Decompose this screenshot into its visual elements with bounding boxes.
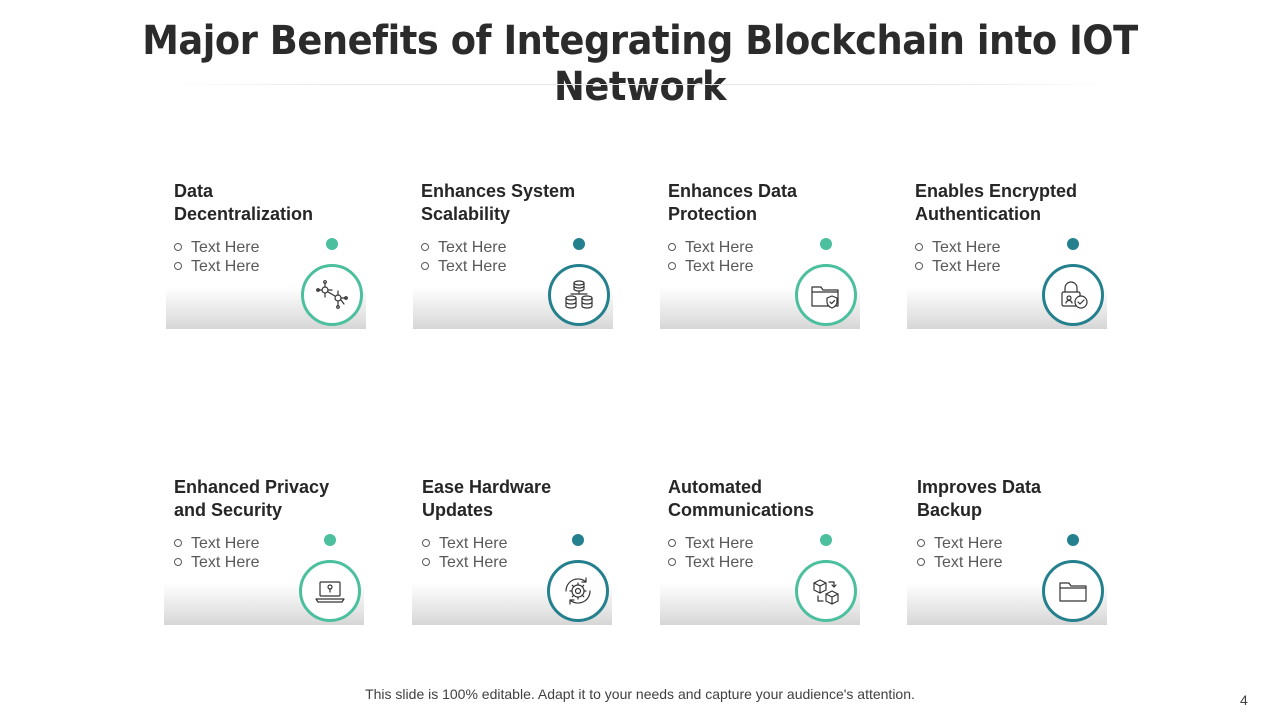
accent-dot [1067,238,1079,250]
card-heading: Enables Encrypted Authentication [915,181,1078,224]
icon-ring [299,560,361,622]
icon-ring [1042,264,1104,326]
card-bullets: Text Here Text Here [668,534,753,572]
card-heading: Enhances Data Protection [668,181,798,224]
bullet-item: Text Here [421,257,506,276]
network-nodes-icon [316,280,348,309]
accent-dot [1067,534,1079,546]
bullet-circle-icon [421,242,429,251]
accent-dot [820,238,832,250]
accent-dot [572,534,584,546]
bullet-item: Text Here [174,534,259,553]
folder-icon [1059,582,1087,602]
boxes-transfer-icon [813,579,839,605]
card-heading: Data Decentralization [174,181,314,224]
page-number: 4 [1240,692,1248,708]
bullet-circle-icon [915,242,923,251]
icon-ring [795,264,857,326]
bullet-circle-icon [668,242,676,251]
bullet-circle-icon [917,538,925,547]
bullet-circle-icon [668,538,676,547]
bullet-item: Text Here [668,257,753,276]
bullet-item: Text Here [174,257,259,276]
card-heading: Enhances System Scalability [421,181,576,224]
card-heading: Enhanced Privacy and Security [174,477,330,520]
icon-ring [547,560,609,622]
benefit-card-hardware-updates: Ease Hardware Updates Text Here Text Her… [412,476,612,636]
database-stack-icon [565,280,593,309]
bullet-item: Text Here [917,553,1002,572]
bullet-item: Text Here [668,553,753,572]
benefit-card-data-decentralization: Data Decentralization Text Here Text Her… [166,180,366,340]
gear-refresh-icon [565,577,591,605]
benefit-card-privacy-security: Enhanced Privacy and Security Text Here … [164,476,364,636]
bullet-circle-icon [174,538,182,547]
accent-dot [326,238,338,250]
bullet-circle-icon [174,557,182,566]
bullet-circle-icon [917,557,925,566]
card-bullets: Text Here Text Here [422,534,507,572]
icon-ring [548,264,610,326]
icon-ring [1042,560,1104,622]
icon-ring [795,560,857,622]
bullet-item: Text Here [915,257,1000,276]
bullet-circle-icon [915,261,923,270]
bullet-circle-icon [422,538,430,547]
bullet-item: Text Here [421,238,506,257]
bullet-circle-icon [422,557,430,566]
card-bullets: Text Here Text Here [174,534,259,572]
bullet-item: Text Here [174,553,259,572]
card-bullets: Text Here Text Here [174,238,259,276]
slide-title: Major Benefits of Integrating Blockchain… [142,18,1138,110]
card-heading: Improves Data Backup [917,477,1042,520]
title-divider [160,84,1120,85]
lock-check-icon [1061,281,1088,309]
bullet-circle-icon [668,557,676,566]
bullet-circle-icon [174,242,182,251]
bullet-item: Text Here [422,534,507,553]
accent-dot [324,534,336,546]
benefit-card-encrypted-authentication: Enables Encrypted Authentication Text He… [907,180,1107,340]
icon-ring [301,264,363,326]
bullet-circle-icon [421,261,429,270]
benefit-card-data-protection: Enhances Data Protection Text Here Text … [660,180,860,340]
bullet-circle-icon [174,261,182,270]
card-bullets: Text Here Text Here [668,238,753,276]
accent-dot [573,238,585,250]
card-bullets: Text Here Text Here [915,238,1000,276]
bullet-item: Text Here [668,534,753,553]
benefit-card-data-backup: Improves Data Backup Text Here Text Here [907,476,1107,636]
bullet-item: Text Here [422,553,507,572]
bullet-item: Text Here [174,238,259,257]
bullet-item: Text Here [668,238,753,257]
card-heading: Ease Hardware Updates [422,477,552,520]
bullet-circle-icon [668,261,676,270]
card-bullets: Text Here Text Here [917,534,1002,572]
benefit-card-system-scalability: Enhances System Scalability Text Here Te… [413,180,613,340]
bullet-item: Text Here [915,238,1000,257]
folder-shield-icon [811,286,839,309]
footer-note: This slide is 100% editable. Adapt it to… [365,686,915,702]
card-bullets: Text Here Text Here [421,238,506,276]
benefit-card-automated-communications: Automated Communications Text Here Text … [660,476,860,636]
bullet-item: Text Here [917,534,1002,553]
card-heading: Automated Communications [668,477,815,520]
accent-dot [820,534,832,546]
laptop-lock-icon [315,581,345,603]
